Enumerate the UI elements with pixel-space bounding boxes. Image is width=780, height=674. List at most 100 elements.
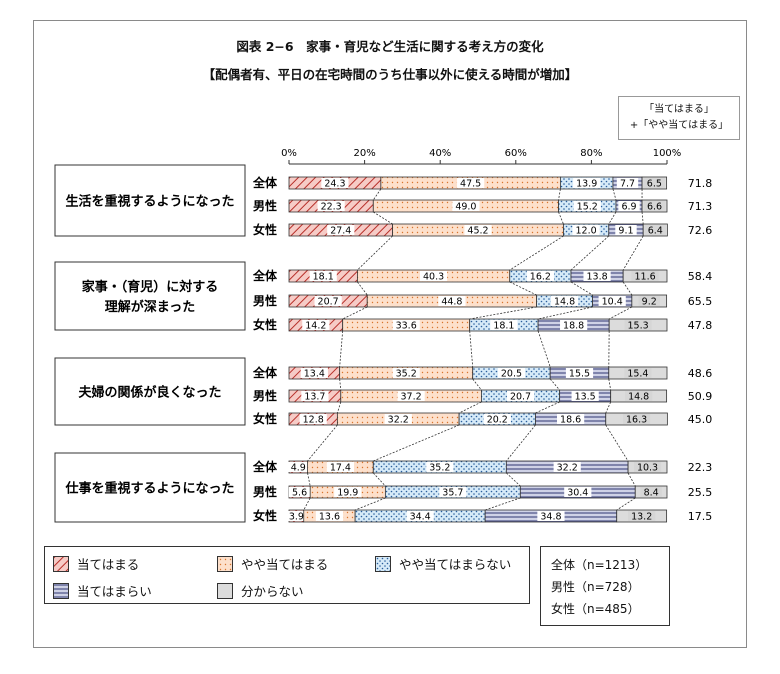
data-label-bg [643, 201, 666, 211]
data-label: 22.3 [321, 202, 342, 213]
data-label: 13.7 [304, 392, 325, 403]
legend: 当てはまる やや当てはまる やや当てはまらない 当てはまらい 分からない [44, 546, 530, 604]
legend-item-0: 当てはまる [53, 554, 139, 573]
connector-line [337, 401, 342, 414]
connector-line [373, 472, 386, 487]
legend-swatch-0 [53, 555, 69, 572]
connector-line [303, 497, 311, 511]
group-labels: 生活を重視するようになった家事・（育児）に対する理解が深まった夫婦の関係が良くな… [54, 164, 246, 523]
legend-label-4: 分からない [241, 584, 304, 599]
connector-line [307, 472, 311, 487]
data-label-bg [625, 391, 653, 401]
x-axis: 0% 20% 40% 60% 80% 100% [281, 148, 681, 165]
data-label-bg [615, 225, 637, 235]
sum-value: 25.5 [688, 486, 713, 499]
row-label: 全体 [252, 365, 278, 380]
x-tick-label: 0% [281, 148, 297, 159]
sample-size-female: 女性（n=485） [551, 602, 640, 616]
data-label-bg [616, 178, 639, 188]
sum-note-line2: +「やや当てはまる」 [629, 120, 729, 131]
connector-line [339, 330, 344, 368]
row-label: 女性 [253, 508, 277, 523]
data-label-bg [452, 201, 480, 211]
data-label-bg [397, 391, 425, 401]
connector-line [509, 235, 564, 271]
data-label-bg [631, 271, 659, 281]
connector-line [570, 235, 610, 271]
connector-line [608, 306, 633, 320]
data-label-bg [564, 487, 592, 497]
row-label: 男性 [253, 484, 277, 499]
data-label: 13.6 [319, 512, 340, 523]
legend-label-2: やや当てはまらない [399, 557, 512, 572]
connector-line [307, 424, 338, 462]
data-label-bg [439, 487, 467, 497]
data-label-bg [426, 462, 454, 472]
data-label-bg [299, 414, 327, 424]
data-label: 35.2 [396, 369, 417, 380]
data-label-bg [638, 296, 660, 306]
connector-line [558, 211, 564, 225]
data-label: 10.3 [637, 463, 658, 474]
data-label: 34.4 [410, 512, 431, 523]
data-label-bg [285, 511, 308, 521]
sum-value: 22.3 [688, 461, 713, 474]
row-label: 男性 [253, 198, 277, 213]
connector-line [357, 281, 368, 296]
connector-line [608, 211, 617, 225]
connector-line [608, 378, 612, 391]
connector-line [641, 211, 644, 225]
data-label-bg [560, 320, 588, 330]
data-label: 18.1 [493, 321, 514, 332]
group-label: 夫婦の関係が良くなった [78, 385, 221, 401]
legend-item-2: やや当てはまらない [375, 554, 511, 573]
data-label-bg [598, 296, 626, 306]
connector-line [622, 281, 633, 296]
data-label: 30.4 [567, 488, 588, 499]
legend-swatch-4 [217, 582, 233, 599]
connector-line [469, 330, 474, 368]
data-label-bg [317, 201, 345, 211]
data-label: 18.1 [313, 272, 334, 283]
data-label-bg [628, 511, 656, 521]
data-label: 44.8 [441, 297, 462, 308]
data-label: 16.2 [530, 272, 551, 283]
connector-line [472, 378, 482, 391]
legend-label-0: 当てはまる [77, 557, 140, 572]
group-label: 生活を重視するようになった [65, 194, 234, 210]
data-label: 9.1 [618, 226, 633, 237]
data-label-bg [506, 391, 535, 401]
connector-line [570, 281, 593, 296]
data-label: 20.5 [501, 369, 522, 380]
data-label: 27.4 [330, 226, 351, 237]
data-label-bg [384, 414, 412, 424]
data-label-bg [287, 462, 309, 472]
group-label-box [54, 261, 246, 331]
connector-line [616, 497, 636, 511]
connector-line [558, 188, 561, 201]
connector-line [506, 472, 521, 487]
data-label-bg [315, 511, 344, 521]
data-label: 17.4 [330, 463, 351, 474]
data-label: 20.7 [510, 392, 531, 403]
data-label: 14.2 [305, 321, 326, 332]
data-label: 14.8 [628, 392, 649, 403]
sum-value: 48.6 [688, 367, 713, 380]
data-label-bg [583, 271, 611, 281]
data-label-bg [334, 487, 362, 497]
data-label: 16.3 [626, 415, 647, 426]
data-label: 14.8 [554, 297, 575, 308]
x-tick-label: 20% [353, 148, 375, 159]
data-label-bg [490, 320, 518, 330]
legend-label-3: 当てはまらい [77, 584, 152, 599]
data-label-bg [314, 296, 342, 306]
data-label: 32.2 [557, 463, 578, 474]
legend-item-4: 分からない [217, 581, 304, 600]
bars: 全体 24.3 47.5 13.9 7.7 6.5 71.8 男性 22.3 49.0 15.2 6.… [252, 175, 712, 523]
data-label: 12.0 [576, 226, 597, 237]
row-label: 女性 [253, 411, 277, 426]
row-label: 全体 [252, 175, 278, 190]
row-label: 男性 [253, 293, 277, 308]
data-label: 13.5 [575, 392, 596, 403]
